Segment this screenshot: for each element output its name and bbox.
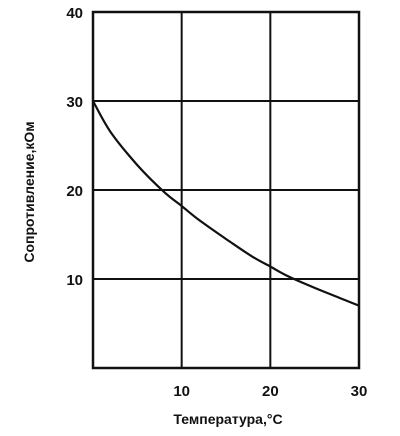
tick-labels: 10 20 30 10 20 30 40 <box>66 5 367 400</box>
series-line <box>92 100 360 307</box>
x-axis-label: Температура,°C <box>173 411 282 427</box>
y-tick-label: 30 <box>66 94 83 111</box>
plot-frame <box>91 10 361 370</box>
y-tick-label: 40 <box>66 5 83 22</box>
y-axis-label: Сопротивление,кОм <box>21 121 37 262</box>
x-tick-label: 10 <box>173 383 190 400</box>
x-tick-label: 30 <box>351 383 368 400</box>
y-tick-label: 20 <box>66 183 83 200</box>
y-tick-label: 10 <box>66 272 83 289</box>
x-tick-label: 20 <box>262 383 279 400</box>
grid-layer <box>93 12 359 368</box>
